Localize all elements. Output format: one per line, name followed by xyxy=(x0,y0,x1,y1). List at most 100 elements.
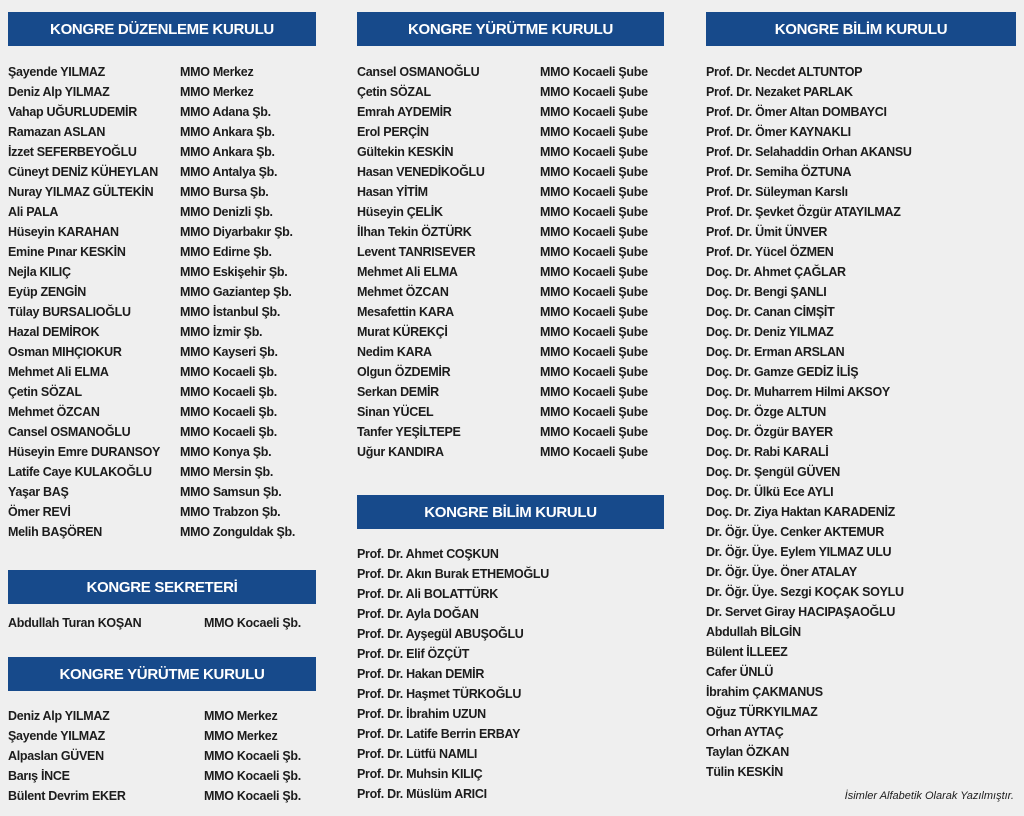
member-name: Prof. Dr. Latife Berrin ERBAY xyxy=(357,727,521,741)
member-name: Mehmet Ali ELMA xyxy=(357,265,458,279)
member-name: Nuray YILMAZ GÜLTEKİN xyxy=(8,185,154,199)
member-name: Prof. Dr. Necdet ALTUNTOP xyxy=(706,65,863,79)
member-name: Prof. Dr. Ömer Altan DOMBAYCI xyxy=(706,105,887,119)
member-org: MMO Kocaeli Şube xyxy=(540,265,648,279)
member-name: Oğuz TÜRKYILMAZ xyxy=(706,705,818,719)
member-org: MMO Merkez xyxy=(204,709,278,723)
member-org: MMO Diyarbakır Şb. xyxy=(180,225,293,239)
member-name: Doç. Dr. Rabi KARALİ xyxy=(706,445,829,459)
member-org: MMO Kocaeli Şube xyxy=(540,125,648,139)
member-name: Prof. Dr. Nezaket PARLAK xyxy=(706,85,853,99)
section-header: KONGRE DÜZENLEME KURULU xyxy=(8,12,316,46)
member-name: Sinan YÜCEL xyxy=(357,405,434,419)
member-org: MMO Ankara Şb. xyxy=(180,125,275,139)
member-org: MMO Merkez xyxy=(204,729,278,743)
member-name: Mehmet ÖZCAN xyxy=(8,405,100,419)
member-name: Emine Pınar KESKİN xyxy=(8,245,126,259)
member-name: Mesafettin KARA xyxy=(357,305,454,319)
member-name: Gültekin KESKİN xyxy=(357,145,454,159)
member-name: Prof. Dr. Ümit ÜNVER xyxy=(706,225,828,239)
member-name: Prof. Dr. Şevket Özgür ATAYILMAZ xyxy=(706,205,901,219)
member-org: MMO Edirne Şb. xyxy=(180,245,272,259)
member-org: MMO Ankara Şb. xyxy=(180,145,275,159)
member-org: MMO İstanbul Şb. xyxy=(180,305,281,319)
member-org: MMO Eskişehir Şb. xyxy=(180,265,288,279)
member-name: Uğur KANDIRA xyxy=(357,445,444,459)
member-name: Erol PERÇİN xyxy=(357,125,429,139)
member-name: Doç. Dr. Erman ARSLAN xyxy=(706,345,845,359)
member-name: Bülent Devrim EKER xyxy=(8,789,126,803)
member-org: MMO Kocaeli Şube xyxy=(540,345,648,359)
section-header: KONGRE YÜRÜTME KURULU xyxy=(357,12,664,46)
member-name: Doç. Dr. Deniz YILMAZ xyxy=(706,325,834,339)
member-name: Doç. Dr. Ülkü Ece AYLI xyxy=(706,485,834,499)
member-name: Eyüp ZENGİN xyxy=(8,285,86,299)
member-name: Prof. Dr. İbrahim UZUN xyxy=(357,707,486,721)
member-name: Emrah AYDEMİR xyxy=(357,105,452,119)
member-name: Dr. Servet Giray HACIPAŞAOĞLU xyxy=(706,605,896,619)
member-name: Doç. Dr. Ziya Haktan KARADENİZ xyxy=(706,505,895,519)
member-org: MMO Merkez xyxy=(180,85,254,99)
member-name: Çetin SÖZAL xyxy=(8,385,82,399)
member-name: Mehmet Ali ELMA xyxy=(8,365,109,379)
member-name: Doç. Dr. Şengül GÜVEN xyxy=(706,465,841,479)
member-org: MMO Kocaeli Şube xyxy=(540,105,648,119)
member-name: Mehmet ÖZCAN xyxy=(357,285,449,299)
member-org: MMO Bursa Şb. xyxy=(180,185,269,199)
member-name: Prof. Dr. Hakan DEMİR xyxy=(357,667,485,681)
member-name: Murat KÜREKÇİ xyxy=(357,325,448,339)
member-name: Hüseyin KARAHAN xyxy=(8,225,119,239)
member-org: MMO Kocaeli Şb. xyxy=(180,365,277,379)
member-name: İbrahim ÇAKMANUS xyxy=(706,685,823,699)
section-header: KONGRE BİLİM KURULU xyxy=(706,12,1016,46)
member-org: MMO Kocaeli Şube xyxy=(540,285,648,299)
member-name: Dr. Öğr. Üye. Eylem YILMAZ ULU xyxy=(706,545,892,559)
member-org: MMO İzmir Şb. xyxy=(180,325,263,339)
member-name: Melih BAŞÖREN xyxy=(8,525,103,539)
member-name: Prof. Dr. Elif ÖZÇÜT xyxy=(357,647,470,661)
member-name: Prof. Dr. Semiha ÖZTUNA xyxy=(706,165,852,179)
member-name: Doç. Dr. Bengi ŞANLI xyxy=(706,285,827,299)
member-name: Prof. Dr. Yücel ÖZMEN xyxy=(706,245,834,259)
member-org: MMO Samsun Şb. xyxy=(180,485,282,499)
member-name: Doç. Dr. Gamze GEDİZ İLİŞ xyxy=(706,365,859,379)
member-org: MMO Zonguldak Şb. xyxy=(180,525,296,539)
member-org: MMO Kocaeli Şube xyxy=(540,85,648,99)
member-name: Prof. Dr. Ahmet COŞKUN xyxy=(357,547,499,561)
member-name: Doç. Dr. Canan CİMŞİT xyxy=(706,305,835,319)
member-name: Prof. Dr. Selahaddin Orhan AKANSU xyxy=(706,145,912,159)
member-name: Serkan DEMİR xyxy=(357,385,439,399)
member-name: Osman MIHÇIOKUR xyxy=(8,345,122,359)
member-name: Hazal DEMİROK xyxy=(8,325,100,339)
member-name: Prof. Dr. Süleyman Karslı xyxy=(706,185,848,199)
member-org: MMO Kocaeli Şb. xyxy=(180,425,277,439)
member-org: MMO Kocaeli Şube xyxy=(540,225,648,239)
member-name: Hasan YİTİM xyxy=(357,185,428,199)
member-name: Deniz Alp YILMAZ xyxy=(8,85,110,99)
member-name: Doç. Dr. Muharrem Hilmi AKSOY xyxy=(706,385,890,399)
member-name: Cüneyt DENİZ KÜHEYLAN xyxy=(8,165,158,179)
member-name: Ramazan ASLAN xyxy=(8,125,106,139)
member-org: MMO Gaziantep Şb. xyxy=(180,285,292,299)
member-name: Prof. Dr. Ömer KAYNAKLI xyxy=(706,125,851,139)
member-name: Dr. Öğr. Üye. Cenker AKTEMUR xyxy=(706,525,884,539)
member-name: Prof. Dr. Akın Burak ETHEMOĞLU xyxy=(357,567,549,581)
section-header: KONGRE BİLİM KURULU xyxy=(357,495,664,529)
section-header: KONGRE YÜRÜTME KURULU xyxy=(8,657,316,691)
member-name: Prof. Dr. Haşmet TÜRKOĞLU xyxy=(357,687,522,701)
member-org: MMO Kocaeli Şube xyxy=(540,445,648,459)
member-name: Tanfer YEŞİLTEPE xyxy=(357,425,461,439)
member-name: İzzet SEFERBEYOĞLU xyxy=(8,145,137,159)
member-name: Tülay BURSALIOĞLU xyxy=(8,305,131,319)
member-name: Cafer ÜNLÜ xyxy=(706,665,774,679)
member-org: MMO Konya Şb. xyxy=(180,445,272,459)
member-name: Orhan AYTAÇ xyxy=(706,725,784,739)
member-name: Şayende YILMAZ xyxy=(8,729,105,743)
member-name: Yaşar BAŞ xyxy=(8,485,69,499)
member-name: Nedim KARA xyxy=(357,345,432,359)
member-name: Tülin KESKİN xyxy=(706,765,783,779)
member-name: Ali PALA xyxy=(8,205,59,219)
member-name: Abdullah Turan KOŞAN xyxy=(8,616,142,630)
member-name: Barış İNCE xyxy=(8,769,70,783)
